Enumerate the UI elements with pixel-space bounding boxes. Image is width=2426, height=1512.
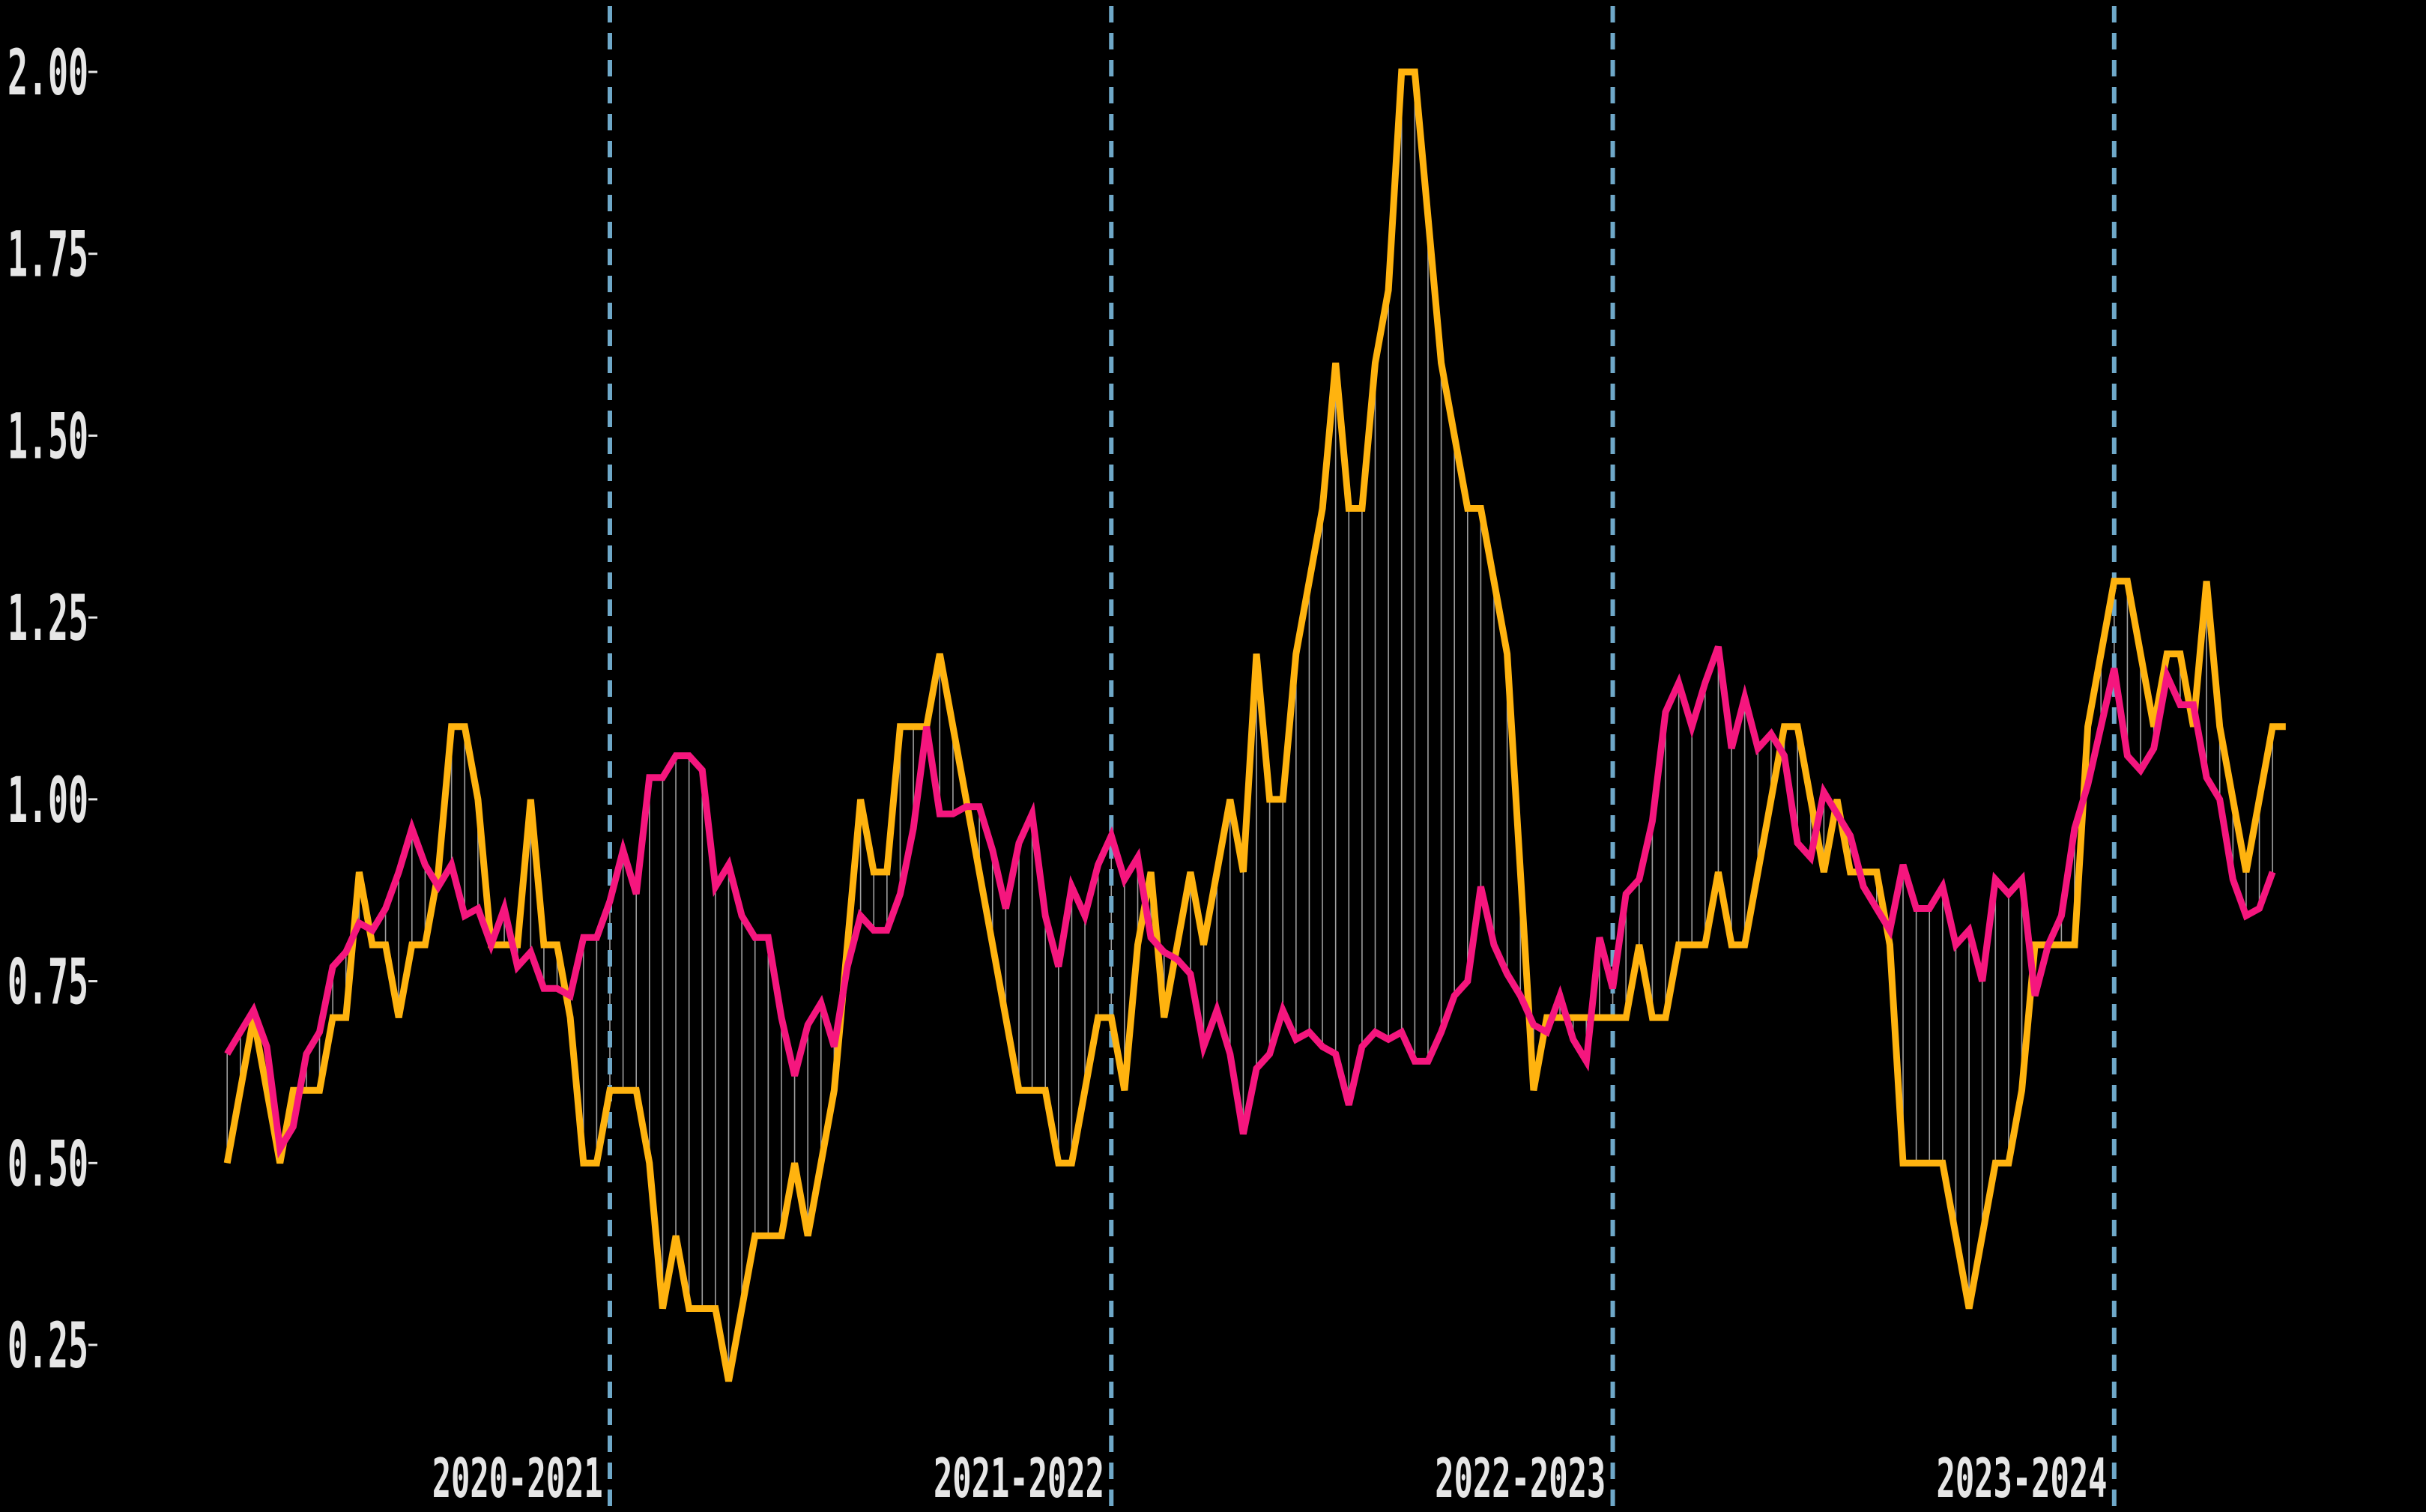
y-axis: 0.25 0.50 0.75 1.00 1.25 1.50 1.75 2.00 <box>7 36 97 1382</box>
season-dividers <box>607 6 2117 1512</box>
y-tick-label-6: 1.75 <box>7 218 88 291</box>
series-line-0 <box>223 68 2286 1382</box>
x-axis: 2020-2021 2021-2022 2022-2023 2023-2024 <box>432 1447 2108 1510</box>
x-tick-label-2: 2022-2023 <box>1435 1447 1606 1510</box>
series-layer <box>223 68 2286 1382</box>
x-tick-label-3: 2023-2024 <box>1937 1447 2108 1510</box>
y-tick-label-7: 2.00 <box>7 36 88 109</box>
y-tick-label-5: 1.50 <box>7 399 88 473</box>
y-tick-label-0: 0.25 <box>7 1309 88 1382</box>
series-line-1 <box>224 645 2276 1159</box>
y-tick-label-3: 1.00 <box>7 763 88 837</box>
y-tick-label-4: 1.25 <box>7 581 88 655</box>
x-tick-label-1: 2021-2022 <box>934 1447 1104 1510</box>
y-tick-label-1: 0.50 <box>7 1127 88 1200</box>
y-tick-label-2: 0.75 <box>7 946 88 1019</box>
x-tick-label-0: 2020-2021 <box>432 1447 603 1510</box>
